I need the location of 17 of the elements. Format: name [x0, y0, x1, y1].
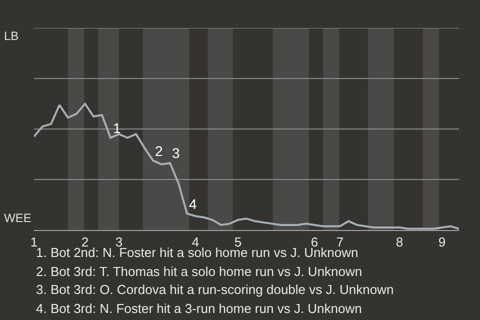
annotation: 2	[155, 143, 163, 159]
x-tick-label: 6	[310, 234, 318, 250]
x-tick-label: 7	[336, 234, 344, 250]
text: 2. Bot 3rd: T. Thomas hit a solo home run vs J. Unknown	[36, 264, 362, 279]
text: 4. Bot 3rd: N. Foster hit a 3-run home run vs J. Unknown	[36, 301, 362, 316]
x-tick-label: 4	[192, 234, 200, 250]
x-tick-label: 5	[234, 234, 242, 250]
text: LB	[4, 29, 19, 43]
x-tick-label: 2	[81, 234, 89, 250]
x-tick-label: 8	[396, 234, 404, 250]
annotation: 3	[172, 145, 180, 161]
annotation: 4	[189, 196, 197, 212]
text: 3. Bot 3rd: O. Cordova hit a run-scoring double vs J. Unknown	[36, 282, 394, 297]
x-tick-label: 1	[30, 234, 38, 250]
x-tick-label: 9	[438, 234, 446, 250]
text: WEE	[4, 211, 32, 225]
annotation: 1	[113, 120, 121, 136]
